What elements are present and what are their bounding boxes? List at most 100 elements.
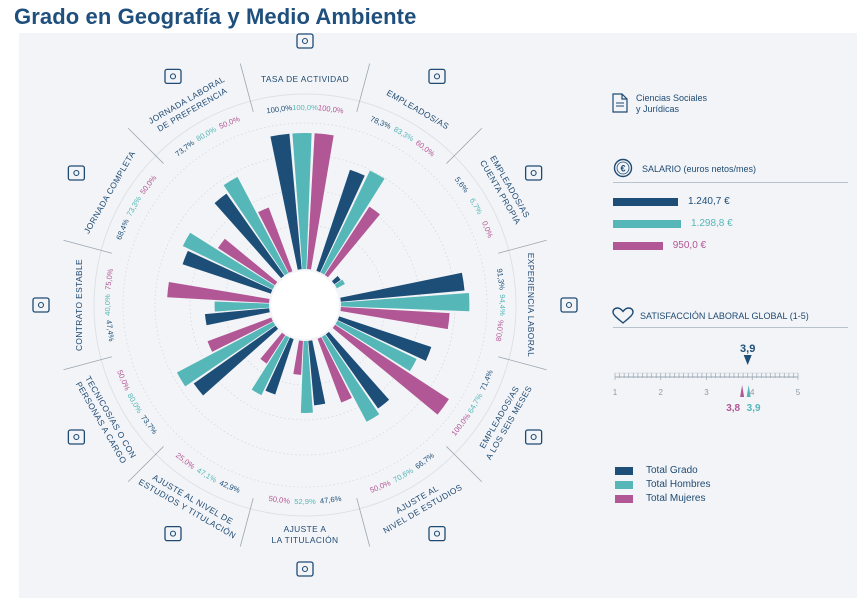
bar-total-mujeres — [207, 317, 273, 352]
value-label: 71,4% — [478, 368, 495, 392]
sector-separator — [127, 446, 164, 483]
satisfaction-divider — [613, 327, 848, 328]
bar-total-mujeres — [167, 281, 270, 303]
bar-total-hombres — [300, 340, 313, 413]
bar-total-mujeres — [217, 238, 278, 286]
bar-total-hombres — [182, 232, 275, 290]
value-label: 50,0% — [369, 478, 393, 495]
sector-separator — [446, 446, 483, 483]
value-label: 50,0% — [268, 494, 291, 506]
category-label: AJUSTE A — [284, 524, 327, 534]
value-label: 50,0% — [218, 114, 242, 131]
value-label: 40,0% — [103, 294, 112, 316]
legend-swatch — [615, 495, 633, 503]
satisfaction-hombres-marker — [746, 385, 751, 397]
bar-total-mujeres — [340, 307, 450, 330]
area-line2: y Jurídicas — [636, 104, 680, 114]
bar-total-grado — [340, 272, 465, 302]
legend-label: Total Grado — [646, 465, 698, 476]
document-icon — [612, 93, 628, 113]
bar-total-grado — [270, 133, 302, 270]
bar-total-grado — [337, 316, 432, 361]
svg-text:€: € — [620, 164, 625, 174]
value-label: 68,4% — [114, 218, 131, 242]
bar-total-mujeres — [293, 340, 303, 375]
bar-total-grado — [316, 169, 365, 273]
salary-value: 1.240,7 € — [687, 196, 730, 207]
bar-total-grado — [331, 276, 341, 285]
sector-separator — [239, 498, 254, 547]
bar-total-hombres — [334, 279, 345, 289]
legend-swatch — [615, 467, 633, 475]
value-label: 47,6% — [319, 494, 342, 506]
bar-total-grado — [214, 193, 285, 279]
outer-ring — [93, 93, 517, 517]
employees-icon — [428, 68, 446, 85]
value-label: 47,1% — [195, 466, 218, 485]
satisfaction-mujeres-label: 3,8 — [726, 403, 740, 414]
category-label: LA TITULACIÓN — [272, 535, 339, 545]
bar-total-grado — [325, 331, 390, 409]
category-label: CONTRATO ESTABLE — [74, 259, 84, 351]
euro-icon: € — [613, 158, 633, 178]
value-label: 78,3% — [369, 114, 393, 131]
sector-separator — [127, 127, 164, 164]
category-label: EXPERIENCIA LABORAL — [526, 253, 536, 357]
value-label: 70,6% — [392, 466, 415, 485]
value-label: 52,9% — [294, 497, 316, 506]
bar-total-hombres — [321, 334, 380, 422]
bar-total-mujeres — [317, 337, 352, 403]
salary-bar-total-grado — [613, 198, 678, 206]
scale-label: 2 — [659, 388, 664, 397]
bar-total-grado — [193, 325, 279, 396]
bar-total-mujeres — [307, 133, 334, 270]
satisfaction-grado-label: 3,9 — [740, 343, 755, 355]
value-label: 64,7% — [466, 391, 485, 414]
target-icon — [164, 525, 182, 542]
value-label: 80,0% — [494, 319, 506, 342]
salary-title: SALARIO (euros netos/mes) — [642, 164, 757, 174]
bar-total-hombres — [335, 320, 417, 372]
scale-label: 3 — [704, 388, 709, 397]
category-label: EMPLEADOS/AS — [385, 88, 451, 132]
heart-icon — [612, 307, 634, 324]
bar-total-hombres — [223, 176, 289, 276]
self-employed-icon — [524, 165, 543, 181]
area-line1: Ciencias Sociales — [636, 93, 708, 103]
hierarchy-icon — [67, 429, 86, 445]
bar-total-hombres — [214, 301, 270, 312]
satisfaction-hombres-label: 3,9 — [747, 403, 761, 414]
sector-separator — [63, 356, 112, 371]
experience-icon — [560, 297, 578, 313]
value-label: 50,0% — [115, 369, 132, 393]
bar-total-hombres — [176, 321, 276, 387]
value-label: 100,0% — [317, 103, 344, 115]
scale-label: 5 — [796, 388, 801, 397]
satisfaction-grado-marker — [743, 355, 752, 365]
value-label: 75,0% — [103, 268, 115, 291]
satisfaction-scale: 1 2 3 4 5 3,9 3,8 3,9 — [613, 343, 801, 414]
bar-total-mujeres — [324, 206, 380, 278]
sector-separator — [63, 239, 112, 254]
bar-total-grado — [182, 250, 273, 294]
briefcase-icon — [296, 33, 314, 49]
bar-total-mujeres — [332, 324, 449, 415]
salary-value: 1.298,8 € — [691, 218, 733, 229]
value-label: 50,0% — [138, 173, 158, 196]
handshake-icon — [32, 297, 50, 313]
value-label: 73,7% — [173, 138, 196, 158]
bar-total-hombres — [251, 335, 290, 396]
bar-total-grado — [265, 337, 294, 395]
bar-total-hombres — [320, 170, 385, 275]
sector-separator — [239, 63, 254, 112]
scale-label: 1 — [613, 388, 618, 397]
salary-bar-total-hombres — [613, 220, 681, 228]
value-label: 91,3% — [495, 268, 507, 291]
graduation-cap-icon — [428, 525, 446, 542]
value-label: 83,3% — [392, 125, 415, 144]
legend-label: Total Mujeres — [646, 493, 706, 504]
value-label: 5,6% — [453, 175, 471, 194]
sector-separator — [356, 498, 371, 547]
value-label: 73,3% — [125, 194, 144, 217]
